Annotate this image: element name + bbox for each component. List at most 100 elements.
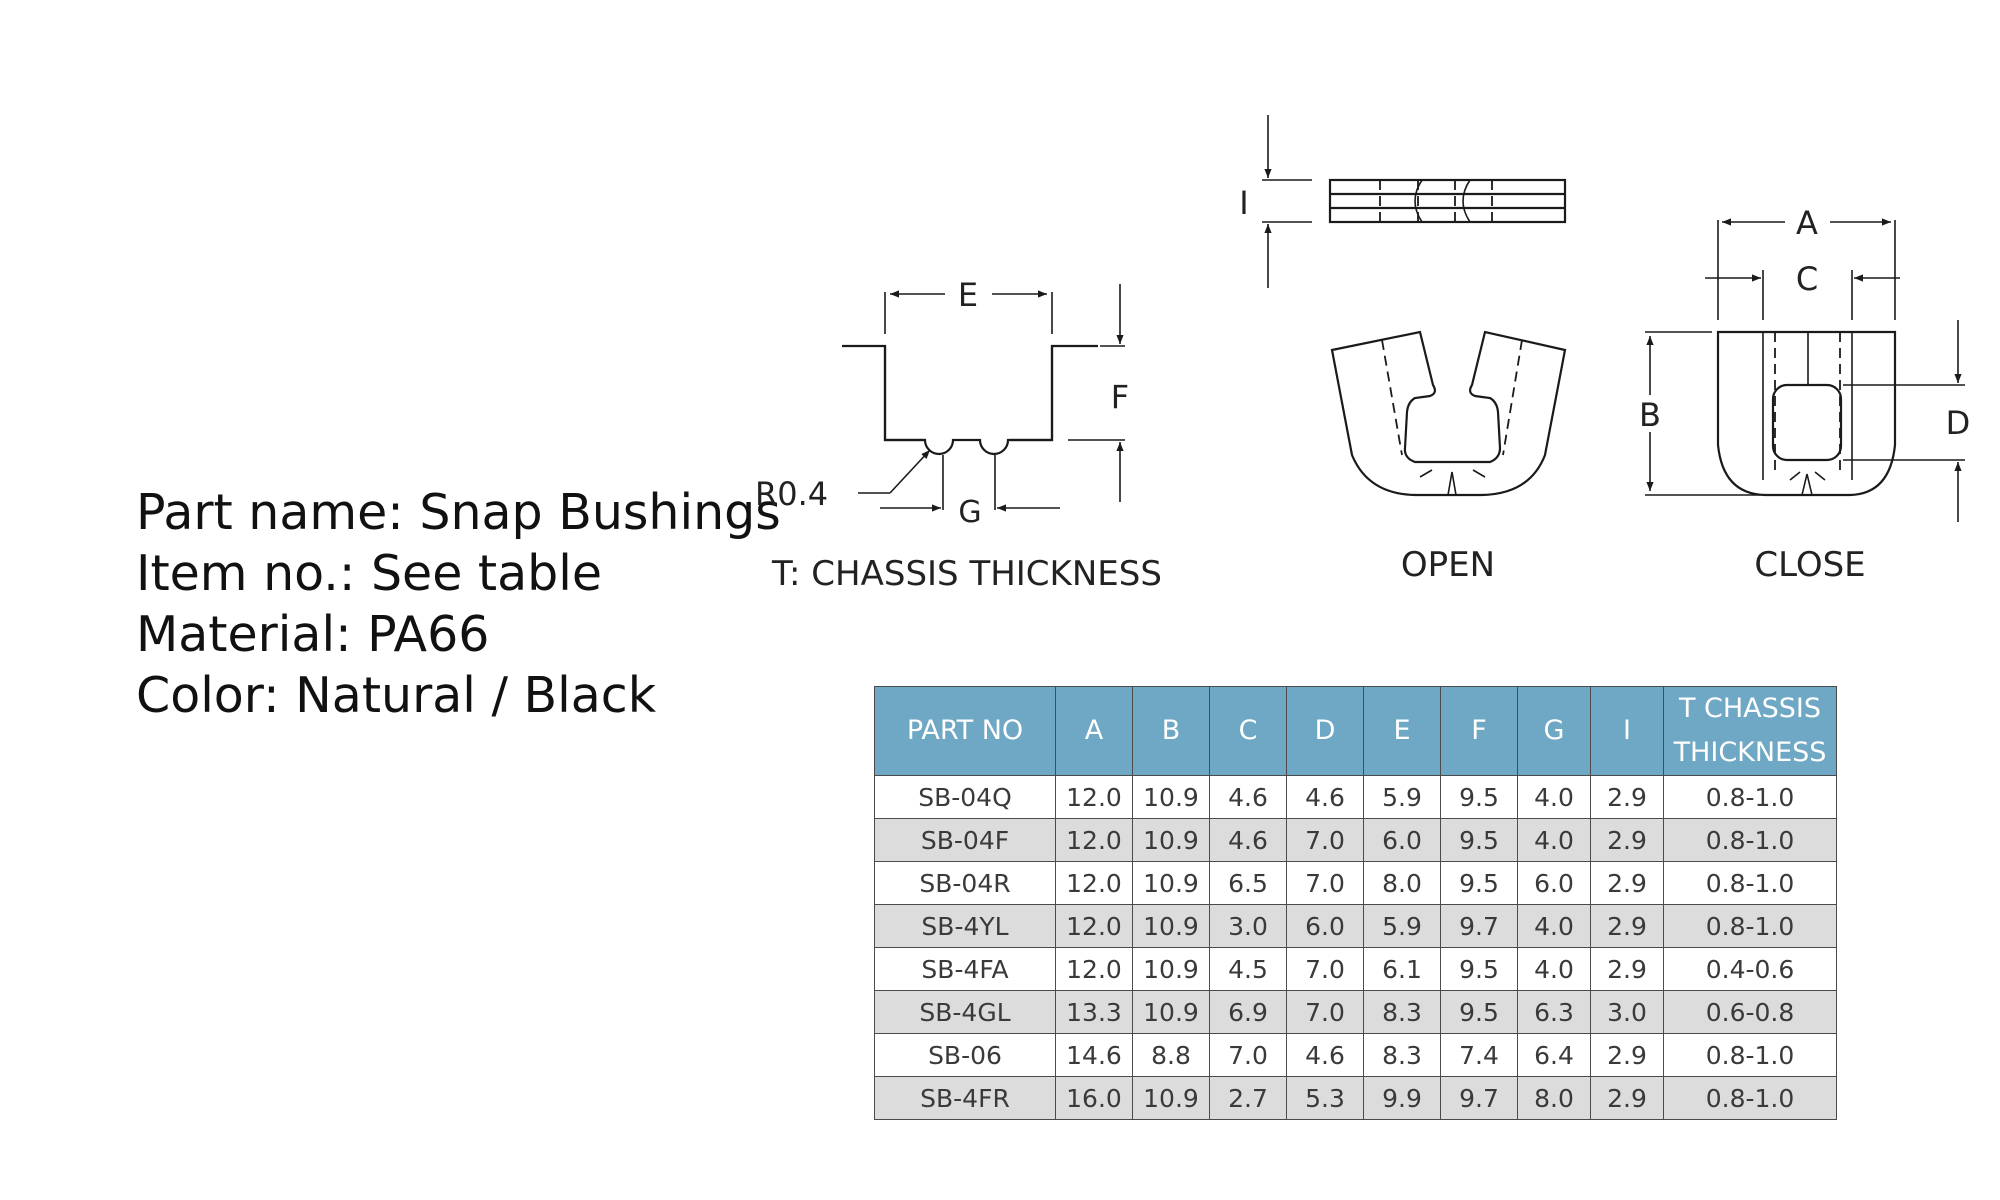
cell-f: 9.5 xyxy=(1440,775,1518,819)
header-t-chassis-thickness: T CHASSIS THICKNESS xyxy=(1663,686,1837,776)
cell-e: 5.9 xyxy=(1363,775,1441,819)
table-row: SB-04F 12.0 10.9 4.6 7.0 6.0 9.5 4.0 2.9 0.8-1.0 xyxy=(874,818,1837,862)
cell-part-no: SB-04F xyxy=(874,818,1056,862)
cell-g: 6.0 xyxy=(1517,861,1591,905)
cell-f: 9.7 xyxy=(1440,1076,1518,1120)
dim-i-label: I xyxy=(1239,184,1248,222)
cell-c: 3.0 xyxy=(1209,904,1287,948)
header-e: E xyxy=(1363,686,1441,776)
dim-a-label: A xyxy=(1796,204,1818,242)
header-b: B xyxy=(1132,686,1210,776)
header-c: C xyxy=(1209,686,1287,776)
cell-c: 4.6 xyxy=(1209,775,1287,819)
cell-c: 6.9 xyxy=(1209,990,1287,1034)
table-row: SB-4YL 12.0 10.9 3.0 6.0 5.9 9.7 4.0 2.9 0.8-1.0 xyxy=(874,904,1837,948)
header-t-chassis: T CHASSIS xyxy=(1678,693,1822,724)
cell-a: 12.0 xyxy=(1055,904,1133,948)
header-part-no: PART NO xyxy=(874,686,1056,776)
cell-t-chassis: 0.8-1.0 xyxy=(1663,861,1837,905)
cell-e: 6.1 xyxy=(1363,947,1441,991)
cell-d: 6.0 xyxy=(1286,904,1364,948)
cell-a: 13.3 xyxy=(1055,990,1133,1034)
cell-part-no: SB-4YL xyxy=(874,904,1056,948)
cell-i: 3.0 xyxy=(1590,990,1664,1034)
dim-e-label: E xyxy=(958,276,978,314)
cell-g: 8.0 xyxy=(1517,1076,1591,1120)
dim-d-label: D xyxy=(1946,404,1971,442)
color: Color: Natural / Black xyxy=(136,667,657,724)
cell-c: 4.5 xyxy=(1209,947,1287,991)
table-row: SB-06 14.6 8.8 7.0 4.6 8.3 7.4 6.4 2.9 0.8-1.0 xyxy=(874,1033,1837,1077)
cell-i: 2.9 xyxy=(1590,904,1664,948)
table-row: SB-4GL 13.3 10.9 6.9 7.0 8.3 9.5 6.3 3.0 0.6-0.8 xyxy=(874,990,1837,1034)
cell-t-chassis: 0.8-1.0 xyxy=(1663,818,1837,862)
dim-g-label: G xyxy=(958,495,981,530)
side-profile-view: E F G R0.4 T: CHASSIS THICKNESS xyxy=(755,276,1162,594)
cell-c: 2.7 xyxy=(1209,1076,1287,1120)
header-i: I xyxy=(1590,686,1664,776)
cell-b: 10.9 xyxy=(1132,861,1210,905)
cell-t-chassis: 0.4-0.6 xyxy=(1663,947,1837,991)
cell-t-chassis: 0.6-0.8 xyxy=(1663,990,1837,1034)
header-f: F xyxy=(1440,686,1518,776)
cell-g: 6.4 xyxy=(1517,1033,1591,1077)
cell-d: 4.6 xyxy=(1286,1033,1364,1077)
cell-i: 2.9 xyxy=(1590,818,1664,862)
cell-b: 10.9 xyxy=(1132,947,1210,991)
cell-e: 8.3 xyxy=(1363,1033,1441,1077)
cell-part-no: SB-4GL xyxy=(874,990,1056,1034)
chassis-thickness-note: T: CHASSIS THICKNESS xyxy=(771,554,1162,594)
thickness-view: I xyxy=(1239,115,1567,288)
item-number: Item no.: See table xyxy=(136,545,603,602)
product-info: Part name: Snap Bushings Item no.: See t… xyxy=(136,482,781,726)
cell-d: 7.0 xyxy=(1286,861,1364,905)
cell-c: 6.5 xyxy=(1209,861,1287,905)
cell-b: 10.9 xyxy=(1132,904,1210,948)
header-d: D xyxy=(1286,686,1364,776)
spec-table: PART NO A B C D E F G I T CHASSIS THICKNE… xyxy=(874,686,1837,1120)
material: Material: PA66 xyxy=(136,606,490,663)
dim-b-label: B xyxy=(1639,396,1661,434)
cell-i: 2.9 xyxy=(1590,861,1664,905)
cell-g: 4.0 xyxy=(1517,904,1591,948)
cell-a: 16.0 xyxy=(1055,1076,1133,1120)
cell-part-no: SB-4FR xyxy=(874,1076,1056,1120)
table-row: SB-4FA 12.0 10.9 4.5 7.0 6.1 9.5 4.0 2.9 0.4-0.6 xyxy=(874,947,1837,991)
close-view: A C B D CLOSE xyxy=(1639,204,1970,585)
cell-b: 10.9 xyxy=(1132,1076,1210,1120)
cell-f: 9.5 xyxy=(1440,818,1518,862)
cell-b: 10.9 xyxy=(1132,818,1210,862)
header-thickness: THICKNESS xyxy=(1673,737,1827,768)
cell-f: 9.5 xyxy=(1440,947,1518,991)
cell-f: 7.4 xyxy=(1440,1033,1518,1077)
cell-a: 12.0 xyxy=(1055,775,1133,819)
cell-e: 5.9 xyxy=(1363,904,1441,948)
cell-a: 14.6 xyxy=(1055,1033,1133,1077)
table-header-row: PART NO A B C D E F G I T CHASSIS THICKNE… xyxy=(874,686,1837,776)
cell-part-no: SB-04Q xyxy=(874,775,1056,819)
cell-i: 2.9 xyxy=(1590,1076,1664,1120)
cell-part-no: SB-4FA xyxy=(874,947,1056,991)
table-row: SB-04R 12.0 10.9 6.5 7.0 8.0 9.5 6.0 2.9 0.8-1.0 xyxy=(874,861,1837,905)
table-row: SB-04Q 12.0 10.9 4.6 4.6 5.9 9.5 4.0 2.9 0.8-1.0 xyxy=(874,775,1837,819)
technical-drawing: E F G R0.4 T: CHASSIS THICKNESS I xyxy=(755,115,1970,594)
cell-t-chassis: 0.8-1.0 xyxy=(1663,1033,1837,1077)
cell-c: 4.6 xyxy=(1209,818,1287,862)
part-name: Part name: Snap Bushings xyxy=(136,484,781,541)
cell-g: 6.3 xyxy=(1517,990,1591,1034)
dim-c-label: C xyxy=(1796,260,1818,298)
open-label: OPEN xyxy=(1401,545,1495,585)
cell-t-chassis: 0.8-1.0 xyxy=(1663,904,1837,948)
dim-f-label: F xyxy=(1111,378,1129,416)
cell-i: 2.9 xyxy=(1590,775,1664,819)
table-row: SB-4FR 16.0 10.9 2.7 5.3 9.9 9.7 8.0 2.9 0.8-1.0 xyxy=(874,1076,1837,1120)
cell-d: 4.6 xyxy=(1286,775,1364,819)
radius-label: R0.4 xyxy=(755,475,828,513)
table-body: SB-04Q 12.0 10.9 4.6 4.6 5.9 9.5 4.0 2.9 0.8-1.0 S… xyxy=(874,775,1837,1120)
cell-i: 2.9 xyxy=(1590,1033,1664,1077)
cell-a: 12.0 xyxy=(1055,861,1133,905)
cell-d: 5.3 xyxy=(1286,1076,1364,1120)
cell-b: 10.9 xyxy=(1132,990,1210,1034)
open-view: OPEN xyxy=(1330,330,1567,585)
cell-t-chassis: 0.8-1.0 xyxy=(1663,775,1837,819)
